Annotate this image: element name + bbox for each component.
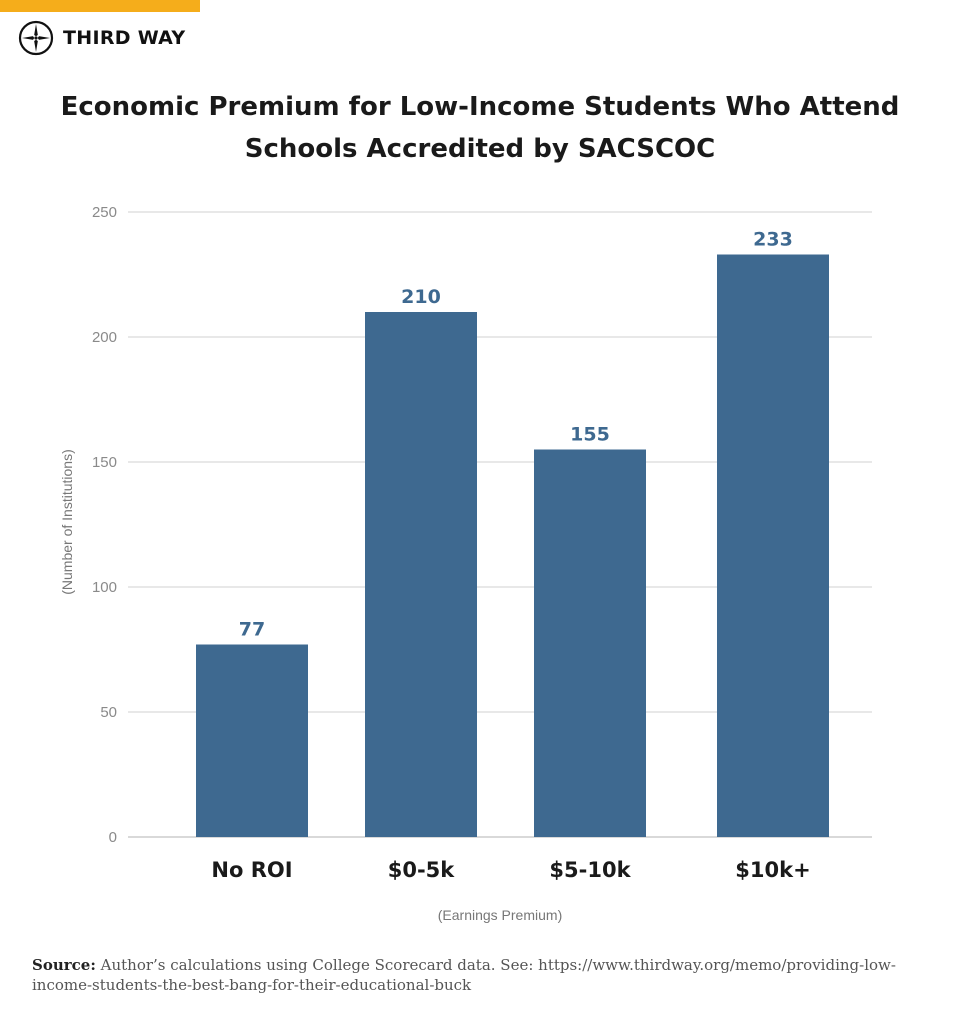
y-tick-label: 50 bbox=[100, 704, 117, 721]
chart-title-line-2: Schools Accredited by SACSCOC bbox=[244, 134, 716, 164]
x-tick-label: $5-10k bbox=[549, 858, 631, 882]
y-tick-label: 0 bbox=[109, 829, 117, 846]
bar bbox=[717, 254, 829, 837]
source-label: Source: bbox=[32, 956, 96, 974]
y-tick-label: 250 bbox=[92, 204, 117, 221]
brand: THIRD WAY bbox=[18, 20, 185, 56]
y-axis-label: (Number of Institutions) bbox=[59, 449, 75, 595]
data-label: 233 bbox=[753, 229, 793, 251]
brand-name: THIRD WAY bbox=[63, 27, 186, 49]
data-label: 155 bbox=[570, 424, 610, 446]
chart-title: Economic Premium for Low-Income Students… bbox=[40, 86, 920, 170]
y-tick-label: 100 bbox=[92, 579, 117, 596]
compass-star-icon bbox=[18, 20, 54, 56]
x-tick-label: No ROI bbox=[211, 858, 292, 882]
bar bbox=[196, 644, 308, 837]
source-note: Source: Author’s calculations using Coll… bbox=[32, 955, 932, 995]
x-tick-label: $0-5k bbox=[388, 858, 456, 882]
x-axis-label: (Earnings Premium) bbox=[438, 907, 562, 923]
data-label: 77 bbox=[239, 619, 265, 641]
accent-bar bbox=[0, 0, 200, 12]
y-tick-label: 200 bbox=[92, 329, 117, 346]
bar bbox=[534, 449, 646, 837]
source-text: Author’s calculations using College Scor… bbox=[32, 956, 896, 994]
y-tick-label: 150 bbox=[92, 454, 117, 471]
x-tick-label: $10k+ bbox=[735, 858, 810, 882]
data-label: 210 bbox=[401, 286, 441, 308]
bar bbox=[365, 312, 477, 837]
chart-title-line-1: Economic Premium for Low-Income Students… bbox=[60, 92, 900, 122]
